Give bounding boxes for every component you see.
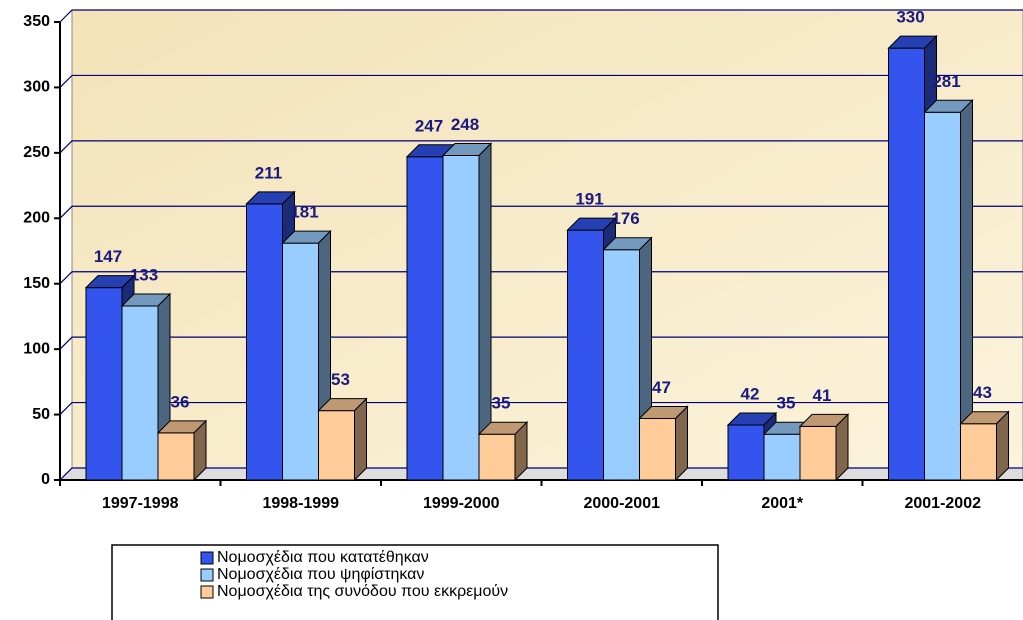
bar-front: [282, 242, 319, 481]
value-label: 43: [973, 383, 992, 402]
bar-front: [318, 410, 355, 481]
y-tick-label: 150: [23, 275, 50, 292]
bar-side: [996, 410, 1009, 482]
bar-front: [603, 249, 640, 481]
y-tick-label: 350: [23, 13, 50, 30]
legend-label: Νομοσχέδια της συνόδου που εκκρεμούν: [217, 583, 508, 600]
grid-line: [59, 401, 1023, 415]
value-label: 181: [290, 203, 318, 222]
bar-side: [675, 405, 688, 482]
value-label: 133: [130, 265, 158, 284]
grid-line: [59, 74, 1023, 88]
value-label: 248: [451, 115, 479, 134]
value-label: 53: [331, 370, 350, 389]
bar-front: [799, 425, 837, 481]
y-tick-label: 100: [23, 340, 50, 357]
y-tick-label: 250: [23, 144, 50, 161]
bar-side: [354, 397, 367, 482]
x-tick-label: 2001-2002: [904, 495, 981, 512]
grid-line: [59, 336, 1023, 350]
legend-label: Νομοσχέδια που κατατέθηκαν: [217, 549, 429, 566]
bar-front: [442, 154, 480, 481]
bar-side: [514, 420, 528, 482]
grid-line: [59, 467, 1023, 481]
x-tick-label: 2001*: [761, 495, 804, 512]
value-label: 211: [255, 163, 282, 182]
value-label: 47: [652, 378, 671, 397]
value-label: 36: [171, 392, 190, 411]
back-wall: [71, 9, 1023, 469]
value-label: 35: [492, 394, 511, 413]
bar-front: [639, 417, 676, 481]
bar-front: [406, 156, 444, 481]
legend-swatch: [200, 551, 214, 565]
bar-front: [567, 229, 604, 481]
legend-swatch: [200, 568, 214, 582]
bar-front: [478, 433, 516, 481]
grid-line: [59, 205, 1023, 219]
bar-front: [157, 432, 195, 481]
bar-front: [763, 433, 801, 481]
x-tick-label: 1997-1998: [102, 495, 179, 512]
y-tick-label: 200: [23, 210, 50, 227]
bar-front: [924, 111, 961, 481]
x-tick-label: 1999-2000: [423, 495, 500, 512]
bar-front: [888, 47, 925, 481]
value-label: 281: [932, 72, 960, 91]
value-label: 147: [94, 247, 122, 266]
value-label: 330: [896, 8, 924, 27]
x-tick-label: 1998-1999: [262, 495, 339, 512]
y-tick-label: 300: [23, 79, 50, 96]
bar-front: [85, 287, 123, 481]
grid-line: [59, 140, 1023, 154]
bar-side: [835, 413, 849, 482]
bar-front: [246, 203, 283, 481]
value-label: 42: [741, 385, 760, 404]
bar-side: [193, 419, 207, 482]
value-label: 35: [777, 394, 796, 413]
value-label: 176: [611, 209, 639, 228]
bar-front: [121, 305, 159, 481]
bar-front: [727, 424, 765, 481]
y-tick-label: 50: [32, 406, 50, 423]
x-tick-label: 2000-2001: [583, 495, 660, 512]
legend-swatch: [200, 585, 214, 599]
value-label: 191: [575, 190, 603, 209]
value-label: 41: [813, 386, 832, 405]
bar-front: [960, 423, 997, 481]
legend-label: Νομοσχέδια που ψηφίστηκαν: [217, 566, 424, 583]
y-tick-label: 0: [41, 471, 50, 488]
grid-line: [59, 9, 1023, 23]
grid-line: [59, 271, 1023, 285]
value-label: 247: [415, 116, 443, 135]
